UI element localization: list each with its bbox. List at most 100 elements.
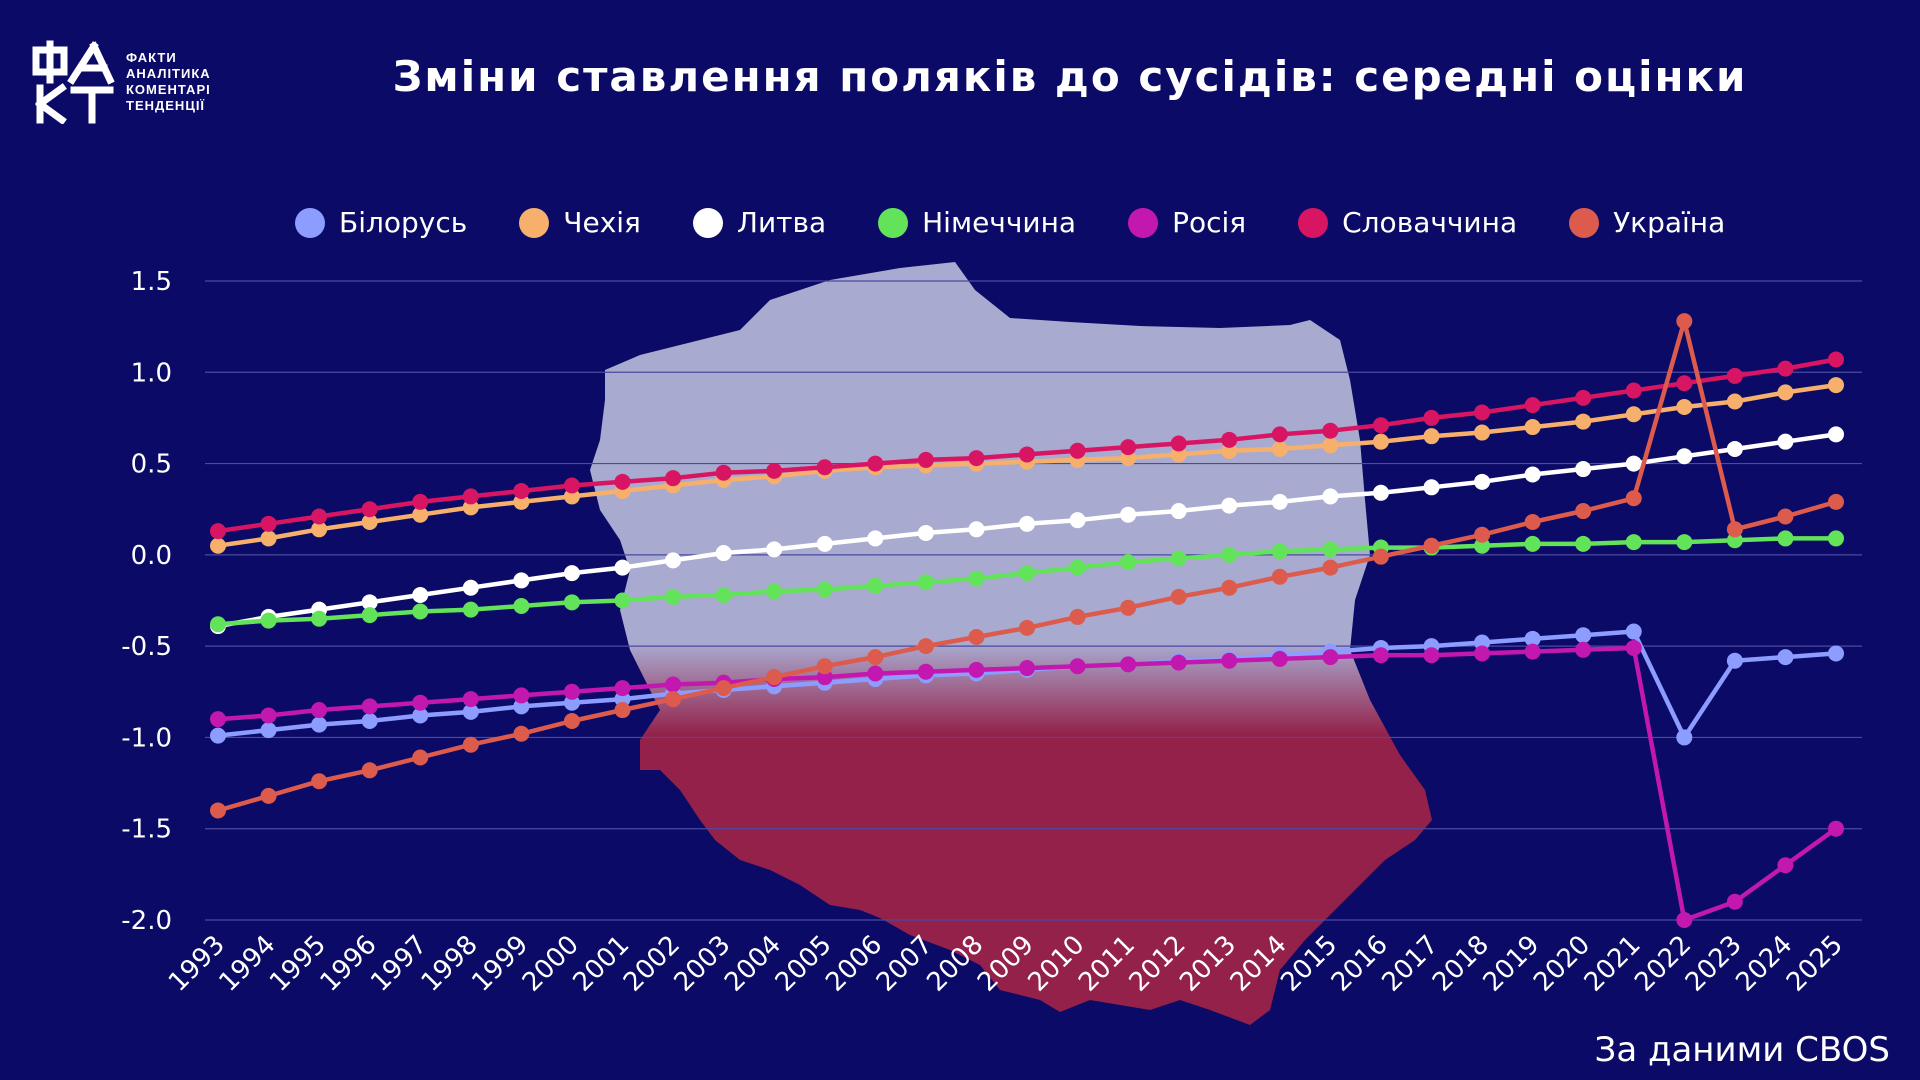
data-point	[1474, 526, 1491, 543]
legend-item-lithuania: Литва	[692, 206, 826, 239]
legend-label: Чехія	[563, 206, 641, 239]
x-tick-label: 2003	[669, 930, 737, 998]
data-point	[1777, 384, 1794, 401]
data-point	[311, 716, 328, 733]
data-point	[917, 638, 934, 655]
x-tick-label: 1993	[163, 930, 231, 998]
data-point	[563, 565, 580, 582]
data-point	[867, 455, 884, 472]
data-point	[1524, 643, 1541, 660]
data-point	[1474, 634, 1491, 651]
data-point	[1170, 446, 1187, 463]
logo-line: ФАКТИ	[126, 50, 177, 65]
data-point	[361, 712, 378, 729]
legend-item-ukraine: Україна	[1569, 206, 1725, 239]
data-point	[513, 482, 530, 499]
data-point	[361, 762, 378, 779]
data-point	[1271, 650, 1288, 667]
data-point	[513, 597, 530, 614]
data-point	[1625, 455, 1642, 472]
data-point	[210, 727, 226, 744]
logo-line: КОМЕНТАРІ	[126, 82, 211, 97]
data-point	[1777, 530, 1794, 547]
data-point	[361, 513, 378, 530]
data-point	[614, 691, 631, 708]
data-point	[311, 702, 328, 719]
data-point	[563, 594, 580, 611]
data-point	[1069, 658, 1086, 675]
data-point	[968, 629, 985, 646]
data-point	[210, 802, 226, 819]
data-point	[968, 450, 985, 467]
data-point	[1120, 599, 1137, 616]
data-point	[1575, 641, 1592, 658]
data-point	[1170, 588, 1187, 605]
data-point	[715, 680, 732, 697]
y-tick-label: 1.5	[131, 267, 172, 297]
data-point	[260, 530, 277, 547]
x-tick-label: 1997	[365, 930, 433, 998]
data-point	[1170, 550, 1187, 567]
data-point	[766, 583, 783, 600]
data-point	[917, 451, 934, 468]
data-point	[1676, 912, 1693, 928]
data-point	[1221, 546, 1238, 563]
data-point	[1524, 419, 1541, 436]
data-point	[1524, 513, 1541, 530]
y-tick-label: 1.0	[131, 358, 172, 388]
legend-label: Словаччина	[1342, 206, 1518, 239]
data-point	[361, 698, 378, 715]
data-point	[1828, 645, 1844, 662]
data-point	[210, 537, 226, 554]
data-point	[311, 773, 328, 790]
data-point	[816, 535, 833, 552]
data-point	[1322, 649, 1339, 666]
data-point	[1372, 484, 1389, 501]
data-point	[462, 703, 479, 720]
data-point	[1726, 893, 1743, 910]
data-point	[513, 572, 530, 589]
x-tick-label: 1999	[466, 930, 534, 998]
data-point	[766, 541, 783, 558]
legend-item-germany: Німеччина	[878, 206, 1076, 239]
data-point	[968, 521, 985, 538]
data-point	[1575, 389, 1592, 406]
x-tick-label: 2017	[1376, 930, 1444, 998]
data-point	[1069, 442, 1086, 459]
data-point	[867, 665, 884, 682]
series-lines	[210, 313, 1844, 928]
data-point	[766, 669, 783, 686]
data-point	[1625, 382, 1642, 399]
data-point	[1423, 647, 1440, 664]
series-Україна	[210, 313, 1844, 819]
data-point	[665, 691, 682, 708]
data-point	[715, 587, 732, 604]
legend-item-russia: Росія	[1128, 206, 1246, 239]
legend-label: Україна	[1613, 206, 1726, 239]
data-point	[1575, 535, 1592, 552]
x-tick-label: 2020	[1528, 930, 1596, 998]
legend-dot-icon	[519, 207, 550, 238]
data-point	[917, 574, 934, 591]
chart-title: Зміни ставлення поляків до сусідів: сере…	[392, 52, 1748, 101]
data-point	[1423, 537, 1440, 554]
data-point	[1777, 508, 1794, 525]
data-point	[1726, 393, 1743, 410]
x-tick-label: 2019	[1478, 930, 1546, 998]
data-point	[1828, 426, 1844, 443]
legend-label: Росія	[1172, 206, 1247, 239]
data-point	[361, 607, 378, 624]
legend-item-czechia: Чехія	[519, 206, 641, 239]
data-point	[462, 601, 479, 618]
data-point	[816, 459, 833, 476]
data-point	[715, 545, 732, 562]
y-tick-label: -1.5	[121, 815, 172, 845]
data-point	[1625, 534, 1642, 551]
data-point	[1474, 537, 1491, 554]
series-Словаччина	[210, 351, 1844, 540]
data-point	[1777, 649, 1794, 666]
data-point	[260, 787, 277, 804]
data-point	[1170, 503, 1187, 520]
data-point	[513, 493, 530, 510]
